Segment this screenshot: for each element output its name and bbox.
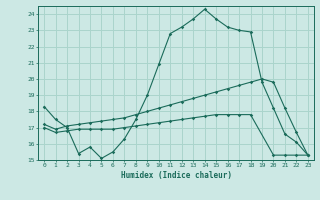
X-axis label: Humidex (Indice chaleur): Humidex (Indice chaleur) — [121, 171, 231, 180]
